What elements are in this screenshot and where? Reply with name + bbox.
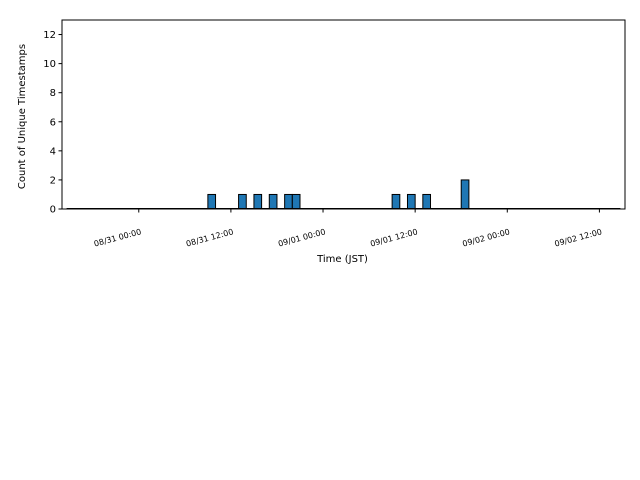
x-axis-label: Time (JST) [316,254,368,265]
plot-frame [61,19,626,210]
y-tick-label: 12 [43,30,56,41]
x-axis: 08/31 00:00 08/31 12:00 09/01 00:00 09/01 1… [93,209,603,249]
histogram-bar [284,193,293,210]
y-tick-label: 2 [50,175,56,186]
histogram-bar [422,193,432,210]
x-tick-label: 09/02 12:00 [554,227,603,248]
histogram-bar [291,193,301,210]
histogram-bar [207,193,217,210]
y-tick-label: 4 [50,146,56,157]
histogram-bar [253,193,263,210]
histogram-bar [391,193,401,210]
histogram-bar [238,193,247,210]
x-tick-label: 08/31 12:00 [185,227,234,248]
y-tick-label: 8 [50,88,56,99]
histogram-bar [406,193,416,210]
y-axis: 0 2 4 6 8 10 12 [43,30,62,216]
y-tick-label: 0 [50,205,56,216]
y-tick-label: 10 [43,59,56,70]
x-tick-label: 09/01 12:00 [369,227,418,248]
histogram-bar [460,179,470,210]
x-tick-label: 09/01 00:00 [277,227,326,248]
x-tick-label: 09/02 00:00 [461,227,510,248]
y-tick-label: 6 [50,117,56,128]
x-tick-label: 08/31 00:00 [93,227,142,248]
bars-layer [207,179,470,210]
y-axis-label: Count of Unique Timestamps [17,44,28,189]
histogram-bar [268,193,278,210]
